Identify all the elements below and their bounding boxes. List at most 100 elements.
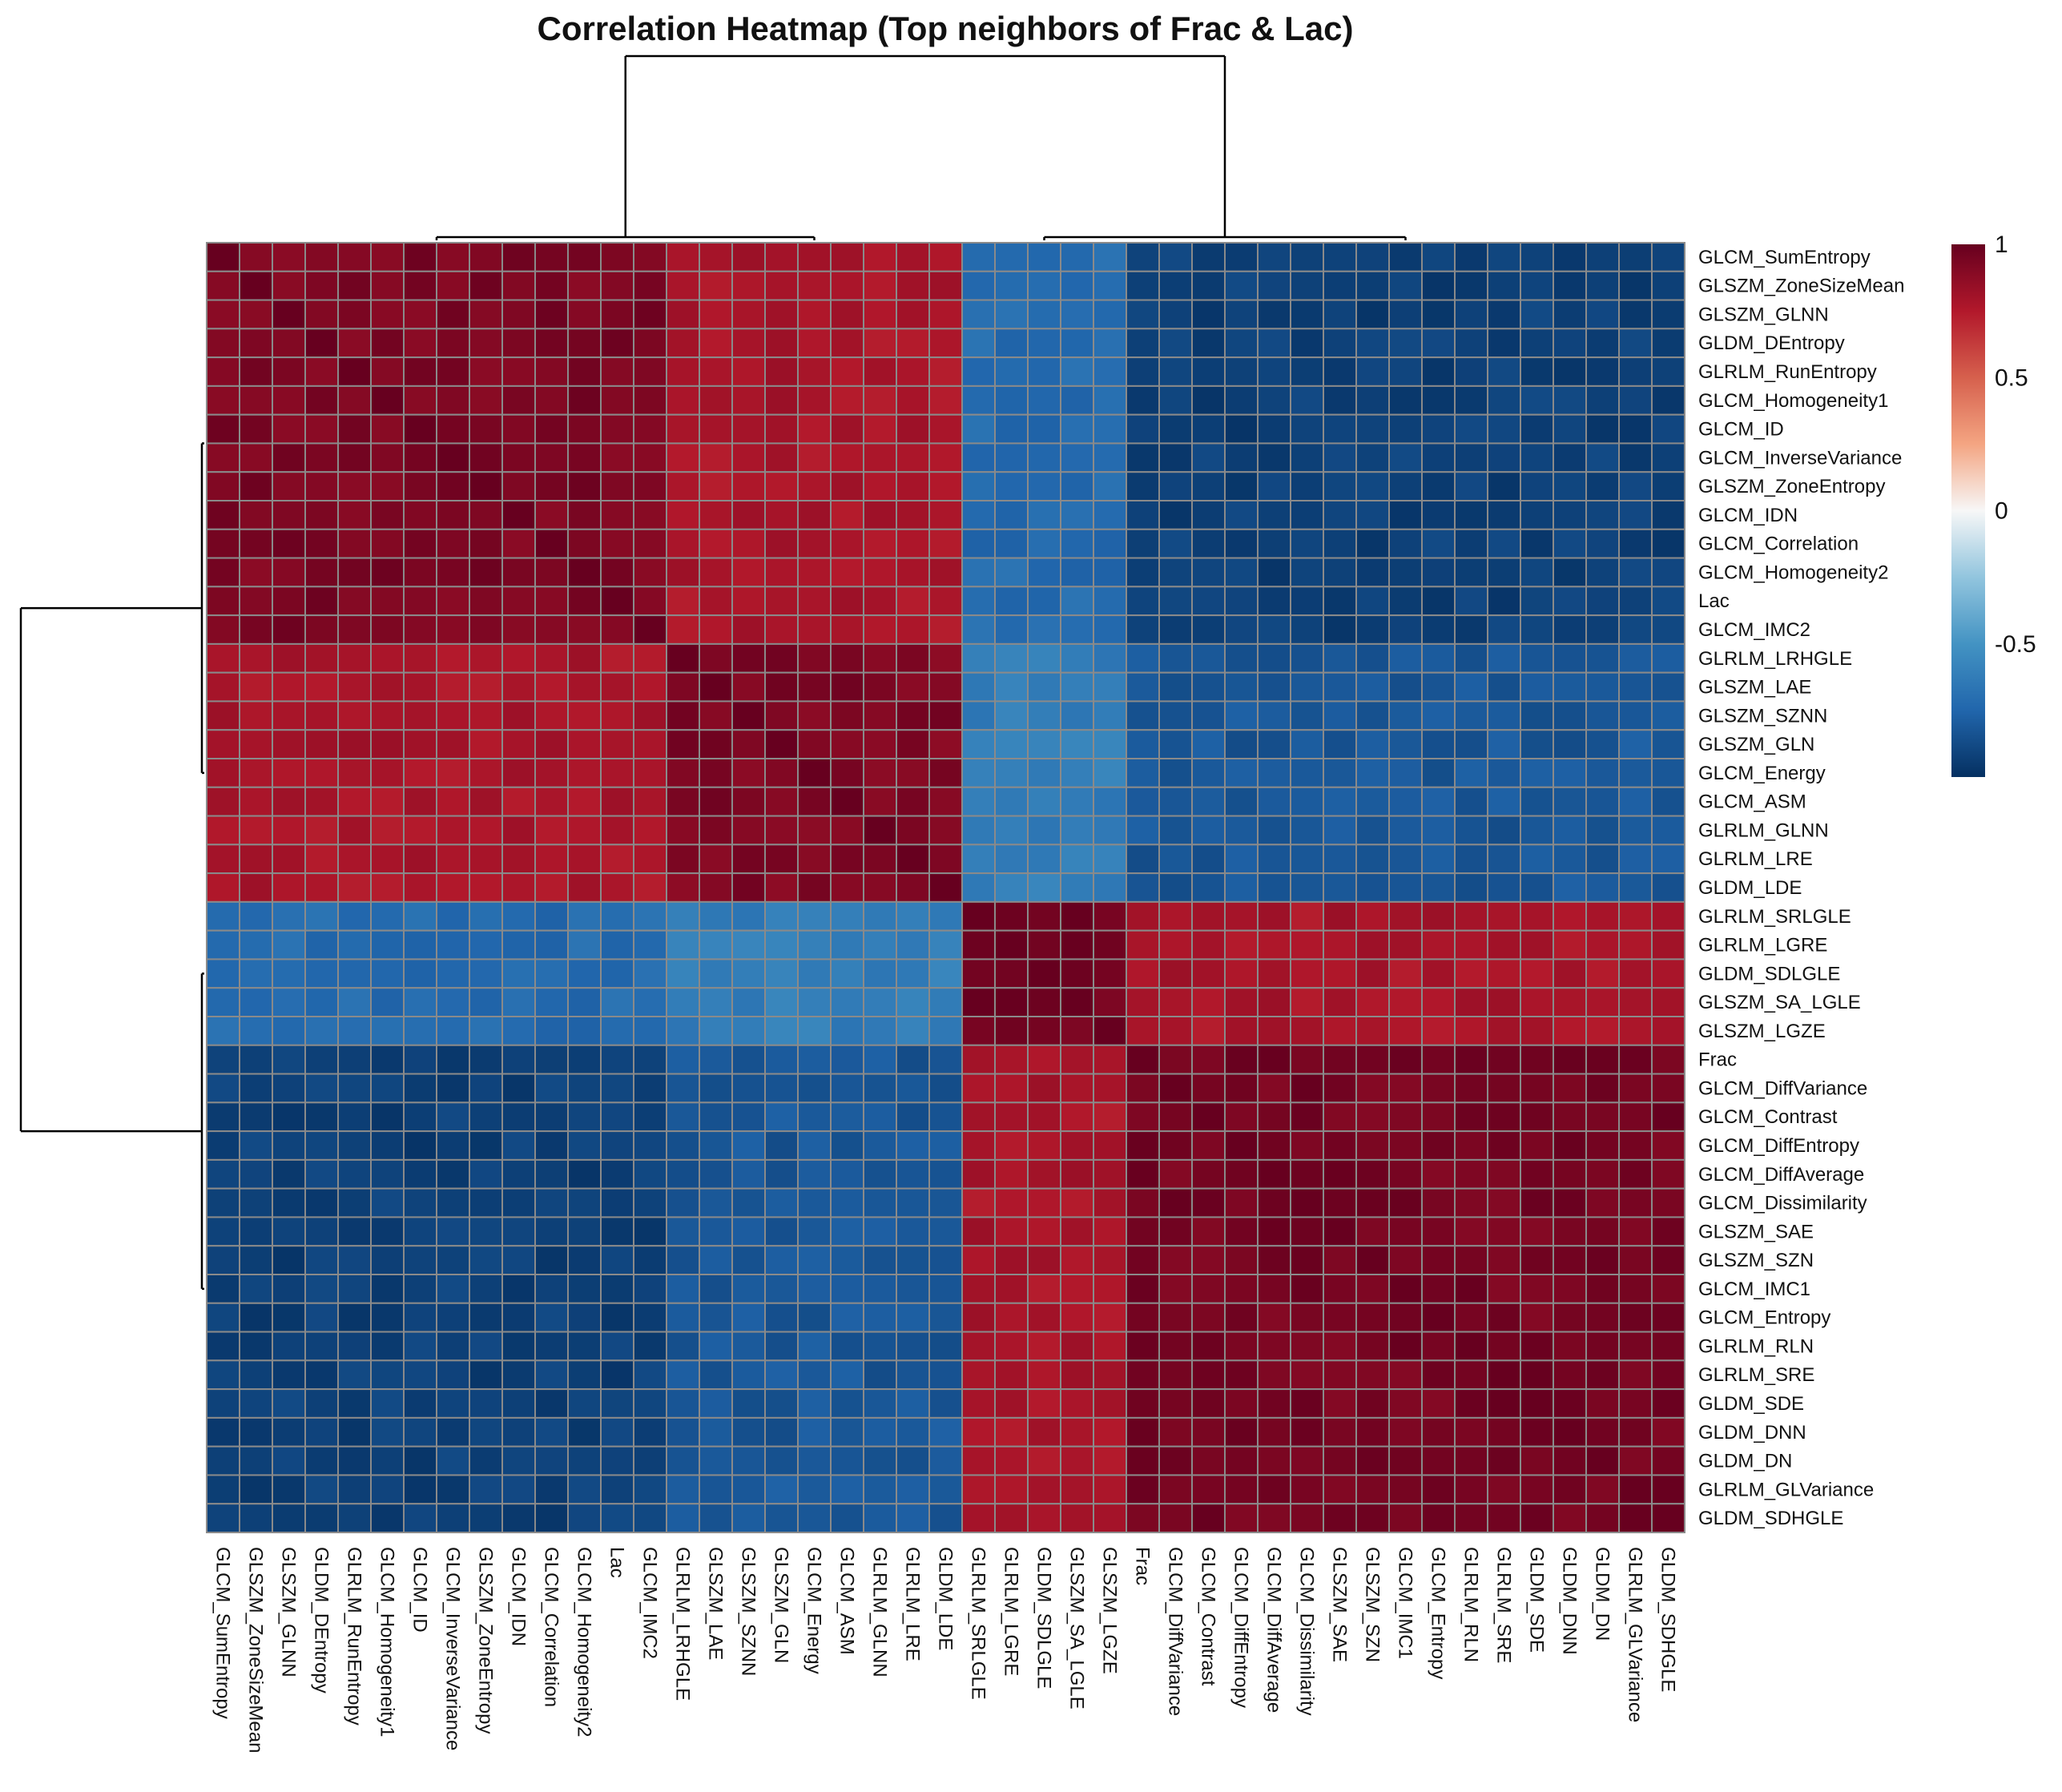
heatmap-cell	[1158, 1474, 1193, 1505]
heatmap-cell	[469, 471, 503, 501]
heatmap-cell	[239, 328, 273, 359]
heatmap-cell	[403, 872, 437, 903]
heatmap-cell	[1093, 929, 1127, 960]
heatmap-cell	[1618, 1445, 1653, 1476]
heatmap-cell	[567, 1216, 602, 1247]
heatmap-cell	[1421, 1216, 1456, 1247]
heatmap-cell	[961, 1216, 996, 1247]
heatmap-cell	[206, 786, 240, 817]
heatmap-cell	[1421, 1503, 1456, 1533]
column-label: GLSZM_SA_LGLE	[1066, 1547, 1088, 1709]
heatmap-cell	[1585, 700, 1620, 731]
heatmap-cell	[896, 1158, 930, 1190]
heatmap-cell	[1553, 1158, 1587, 1190]
heatmap-cell	[1126, 471, 1160, 501]
heatmap-cell	[994, 1445, 1029, 1476]
heatmap-cell	[1060, 1073, 1094, 1104]
heatmap-cell	[1027, 758, 1061, 788]
heatmap-cell	[830, 242, 864, 272]
heatmap-cell	[863, 356, 897, 387]
heatmap-cell	[567, 413, 602, 445]
heatmap-cell	[469, 385, 503, 416]
heatmap-cell	[1323, 729, 1357, 759]
heatmap-cell	[633, 1101, 667, 1133]
heatmap-cell	[600, 328, 634, 359]
heatmap-cell	[1060, 1503, 1094, 1533]
heatmap-cell	[1224, 557, 1259, 588]
heatmap-cell	[370, 356, 405, 387]
heatmap-cell	[337, 242, 372, 272]
heatmap-cell	[1553, 1416, 1587, 1448]
heatmap-cell	[1323, 1274, 1357, 1304]
heatmap-cell	[1257, 815, 1291, 846]
heatmap-cell	[994, 356, 1029, 387]
heatmap-cell	[961, 1073, 996, 1104]
heatmap-cell	[469, 929, 503, 960]
heatmap-cell	[370, 1388, 405, 1419]
heatmap-cell	[1158, 1101, 1193, 1133]
heatmap-cell	[206, 929, 240, 960]
heatmap-cell	[1257, 557, 1291, 588]
heatmap-cell	[1487, 413, 1521, 445]
heatmap-cell	[1487, 1187, 1521, 1218]
heatmap-cell	[1126, 1416, 1160, 1448]
heatmap-cell	[239, 1474, 273, 1505]
heatmap-cell	[436, 729, 470, 759]
heatmap-cell	[961, 987, 996, 1017]
heatmap-cell	[239, 1216, 273, 1247]
heatmap-cell	[534, 700, 569, 731]
heatmap-cell	[1158, 1302, 1193, 1333]
heatmap-cell	[1060, 328, 1094, 359]
heatmap-cell	[1553, 729, 1587, 759]
heatmap-cell	[666, 844, 700, 875]
heatmap-cell	[403, 700, 437, 731]
heatmap-cell	[304, 1359, 339, 1391]
heatmap-cell	[1553, 471, 1587, 501]
heatmap-cell	[272, 1016, 306, 1046]
heatmap-cell	[272, 557, 306, 588]
heatmap-cell	[436, 586, 470, 617]
heatmap-cell	[469, 1445, 503, 1476]
heatmap-cell	[1224, 900, 1259, 932]
heatmap-cell	[1487, 786, 1521, 817]
heatmap-cell	[961, 356, 996, 387]
heatmap-cell	[1158, 586, 1193, 617]
heatmap-cell	[1027, 1359, 1061, 1391]
heatmap-cell	[1421, 700, 1456, 731]
heatmap-cell	[600, 1245, 634, 1275]
heatmap-cell	[206, 1101, 240, 1133]
heatmap-cell	[1421, 385, 1456, 416]
heatmap-cell	[731, 614, 766, 645]
heatmap-cell	[534, 671, 569, 703]
column-label: GLCM_DiffAverage	[1263, 1547, 1285, 1713]
heatmap-cell	[863, 242, 897, 272]
heatmap-cell	[501, 1245, 536, 1275]
heatmap-cell	[567, 1073, 602, 1104]
heatmap-cell	[567, 958, 602, 989]
heatmap-cell	[239, 242, 273, 272]
heatmap-cell	[1388, 1302, 1423, 1333]
heatmap-cell	[961, 586, 996, 617]
heatmap-cell	[272, 786, 306, 817]
heatmap-cell	[1290, 413, 1324, 445]
heatmap-cell	[1257, 1130, 1291, 1161]
heatmap-cell	[567, 1331, 602, 1362]
heatmap-cell	[1553, 1302, 1587, 1333]
heatmap-cell	[863, 500, 897, 530]
heatmap-cell	[1257, 958, 1291, 989]
heatmap-cell	[206, 1359, 240, 1391]
heatmap-cell	[469, 614, 503, 645]
heatmap-cell	[764, 299, 799, 330]
heatmap-cell	[896, 442, 930, 473]
heatmap-cell	[403, 1331, 437, 1362]
heatmap-cell	[731, 557, 766, 588]
heatmap-cell	[403, 929, 437, 960]
column-label: GLDM_DEntropy	[311, 1547, 332, 1693]
heatmap-cell	[1027, 786, 1061, 817]
column-label: GLCM_IMC1	[1395, 1547, 1416, 1659]
heatmap-cell	[337, 1044, 372, 1075]
heatmap-cell	[1060, 872, 1094, 903]
heatmap-cell	[1290, 642, 1324, 674]
heatmap-cell	[1421, 356, 1456, 387]
heatmap-cell	[1421, 413, 1456, 445]
